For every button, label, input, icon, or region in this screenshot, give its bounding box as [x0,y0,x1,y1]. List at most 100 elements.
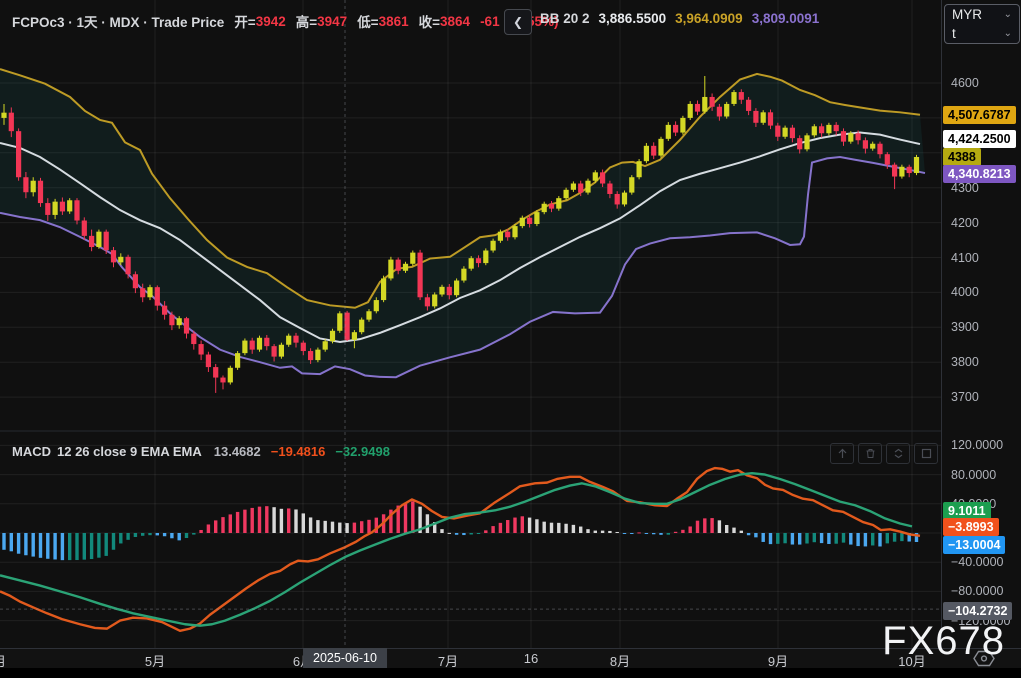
candle-body [549,204,554,209]
candle-body [293,336,298,343]
macd-histogram-bar [484,530,487,533]
chart-window: FCPOc3 · 1天 · MDX · Trade Price 开=3942 高… [0,0,1021,678]
macd-histogram-bar [46,533,49,559]
chart-canvas[interactable] [0,0,941,648]
macd-histogram-bar [791,533,794,545]
candle-body [571,184,576,190]
macd-histogram-bar [835,533,838,544]
last-price-badge: 4388 [943,148,981,166]
candle-body [520,218,525,226]
candle-body [177,318,182,325]
move-pane-up-button[interactable] [830,443,854,464]
macd-histogram-bar [900,533,903,541]
macd-histogram-bar [864,533,867,546]
candle-body [257,338,262,350]
macd-histogram-bar [608,531,611,533]
candle-body [483,251,488,264]
macd-histogram-bar [61,533,64,560]
macd-histogram-bar [338,523,341,533]
maximize-pane-button[interactable] [914,443,938,464]
candle-body [702,97,707,112]
price-tick-label: 4600 [951,76,979,90]
collapse-pane-button[interactable] [886,443,910,464]
macd-histogram-bar [645,533,648,534]
time-tick-label: 16 [524,651,538,666]
macd-histogram-bar [470,533,473,534]
candle-body [272,346,277,356]
macd-histogram-bar [404,503,407,533]
macd-tick-label: 80.0000 [951,468,996,482]
macd-histogram-bar [411,501,414,533]
macd-histogram-bar [75,533,78,560]
macd-histogram-bar [32,533,35,557]
bb-indicator-header[interactable]: BB 20 2 3,886.5500 3,964.0909 3,809.0091 [540,11,819,26]
candle-body [155,287,160,305]
macd-histogram-bar [871,533,874,545]
symbol-title[interactable]: FCPOc3 · 1天 · MDX · Trade Price [12,11,224,31]
candle-body [819,126,824,133]
candle-body [899,167,904,177]
macd-histogram-bar [820,533,823,543]
macd-histogram-bar [747,533,750,535]
candle-body [797,138,802,149]
candle-body [439,287,444,295]
candle-body [461,269,466,281]
macd-histogram-bar [360,521,363,533]
macd-histogram-bar [178,533,181,540]
candle-body [848,133,853,141]
candle-body [308,351,313,360]
low-value: 3861 [379,14,409,29]
macd-histogram-bar [17,533,20,554]
candle-body [388,260,393,279]
candle-body [637,161,642,177]
macd-params: 12 26 close 9 EMA EMA [57,444,202,459]
symbol-header: FCPOc3 · 1天 · MDX · Trade Price 开=3942 高… [12,11,558,31]
candle-body [870,144,875,149]
macd-histogram-bar [564,524,567,533]
time-axis[interactable]: 4月5月6月7月168月9月10月 [0,648,941,669]
scale-settings-box: MYR ⌄ t ⌄ [944,4,1020,44]
unit-select[interactable]: t ⌄ [945,24,1019,43]
candle-body [914,157,919,173]
candle-body [279,345,284,357]
high-value: 3947 [317,14,347,29]
macd-histogram-bar [207,524,210,533]
macd-indicator-header[interactable]: MACD 12 26 close 9 EMA EMA 13.4682 −19.4… [12,444,390,459]
candle-body [96,232,101,247]
candle-body [162,306,167,315]
macd-histogram-bar [754,533,757,537]
candle-body [527,218,532,224]
macd-histogram-bar [163,533,166,536]
macd-histogram-bar [718,520,721,533]
price-tick-label: 3700 [951,390,979,404]
macd-line-badge: −3.8993 [943,518,999,536]
candle-body [892,165,897,177]
macd-histogram-bar [572,525,575,533]
collapse-indicators-button[interactable]: ❮ [504,9,532,35]
candle-body [695,104,700,112]
macd-histogram-bar [659,533,662,535]
macd-histogram-bar [90,533,93,559]
candle-body [717,107,722,117]
candle-body [23,177,28,192]
macd-histogram-bar [710,518,713,533]
macd-histogram-bar [119,533,122,543]
candle-body [578,184,583,193]
candle-body [126,257,131,274]
currency-select[interactable]: MYR ⌄ [945,5,1019,24]
macd-signal-line [0,473,912,626]
candle-body [191,334,196,344]
candle-body [498,232,503,241]
candle-body [454,281,459,296]
candle-body [447,287,452,295]
macd-histogram-bar [740,531,743,533]
price-axis[interactable]: 46004300420041004000390038003700120.0000… [941,0,1021,668]
candle-body [600,172,605,183]
candle-body [534,212,539,224]
delete-pane-button[interactable] [858,443,882,464]
arrow-up-icon [837,448,848,459]
candle-body [622,193,627,205]
macd-histogram-bar [550,523,553,533]
price-tick-label: 4200 [951,216,979,230]
macd-histogram-bar [783,533,786,543]
